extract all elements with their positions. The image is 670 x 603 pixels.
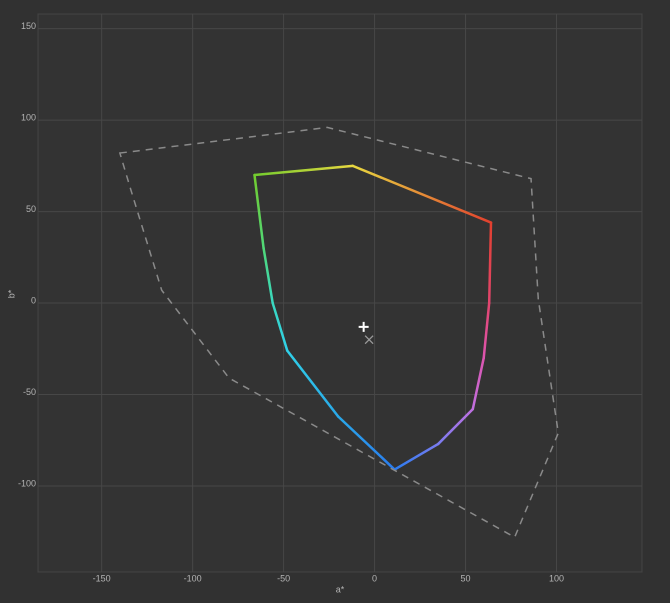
y-axis-label: b*: [6, 289, 16, 298]
x-tick-label: 0: [372, 573, 377, 583]
gamut-segment: [285, 349, 340, 418]
gamut-segment: [487, 221, 493, 305]
reference-gamut: [118, 126, 560, 539]
marker: [358, 321, 369, 332]
y-tick-label: 100: [21, 112, 36, 122]
gamut-segment: [253, 164, 354, 177]
gamut-segment: [351, 164, 493, 224]
gamut-segment: [262, 246, 274, 305]
marker: [364, 335, 374, 345]
gamut-segment: [253, 173, 265, 250]
y-tick-label: -100: [18, 478, 36, 488]
x-tick-label: 50: [461, 573, 471, 583]
gamut-segment: [482, 301, 491, 360]
x-axis-label: a*: [336, 584, 345, 594]
y-tick-label: 0: [31, 295, 36, 305]
plot-area: [37, 13, 643, 573]
x-tick-label: -150: [93, 573, 111, 583]
x-tick-label: -50: [277, 573, 290, 583]
x-tick-label: -100: [184, 573, 202, 583]
gamut-segment: [471, 356, 485, 411]
gamut-segment: [436, 407, 475, 446]
y-tick-label: 150: [21, 21, 36, 31]
y-tick-label: 50: [26, 204, 36, 214]
gamut-segment: [393, 442, 440, 471]
gamut-segment: [336, 415, 396, 471]
gamut-segment: [271, 301, 289, 352]
y-tick-label: -50: [23, 387, 36, 397]
x-tick-label: 100: [549, 573, 564, 583]
